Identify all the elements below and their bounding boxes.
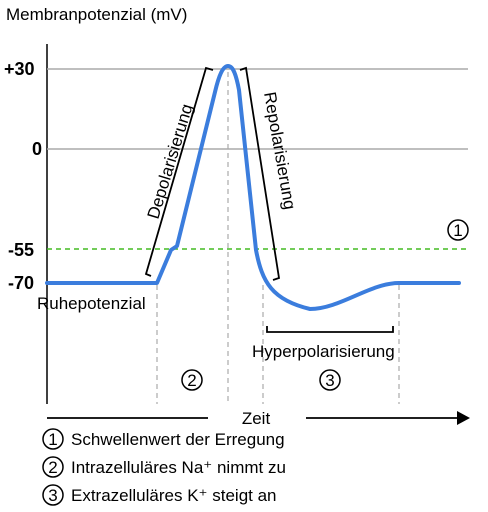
x-axis-label: Zeit (242, 409, 271, 428)
legend-number: 2 (48, 458, 57, 477)
diagram-title: Membranpotenzial (mV) (6, 5, 187, 24)
circle-icon (42, 484, 64, 506)
legend-item-1: 1 Schwellenwert der Erregung (42, 428, 285, 450)
label-hyperpolarisierung: Hyperpolarisierung (252, 342, 395, 361)
marker-phase2-number: 2 (187, 371, 196, 390)
circle-icon (319, 369, 341, 391)
ytick-minus70: -70 (8, 273, 34, 293)
repolarisierung-bracket (239, 66, 281, 281)
label-ruhepotenzial: Ruhepotenzial (37, 294, 146, 313)
action-potential-curve (45, 64, 461, 311)
marker-phase2: 2 (181, 369, 203, 391)
legend-text: Schwellenwert der Erregung (71, 430, 285, 449)
hyperpolarisierung-bracket (266, 326, 394, 333)
legend-number: 1 (48, 430, 57, 449)
legend-item-2: 2 Intrazelluläres Na⁺ nimmt zu (42, 456, 286, 478)
marker-phase3: 3 (319, 369, 341, 391)
arrow-right-icon (457, 411, 470, 425)
circle-icon (42, 428, 64, 450)
depolarisierung-bracket (144, 66, 214, 277)
marker-threshold: 1 (447, 219, 469, 241)
ytick-minus55: -55 (8, 240, 34, 260)
legend-number: 3 (48, 486, 57, 505)
circle-icon (181, 369, 203, 391)
marker-threshold-number: 1 (453, 221, 462, 240)
legend-text: Extrazelluläres K⁺ steigt an (71, 486, 277, 505)
legend-item-3: 3 Extrazelluläres K⁺ steigt an (42, 484, 277, 506)
ytick-plus30: +30 (4, 59, 35, 79)
circle-icon (447, 219, 469, 241)
ytick-zero: 0 (32, 139, 42, 159)
legend-text: Intrazelluläres Na⁺ nimmt zu (71, 458, 286, 477)
marker-phase3-number: 3 (325, 371, 334, 390)
circle-icon (42, 456, 64, 478)
